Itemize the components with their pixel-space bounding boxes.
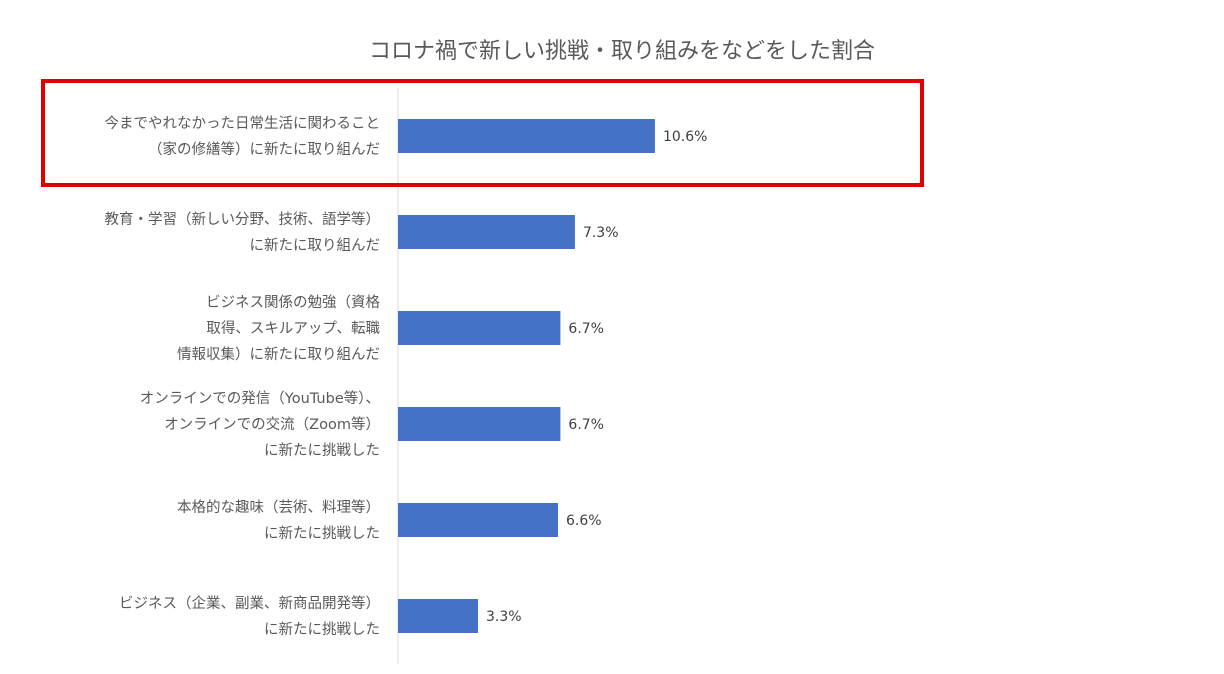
category-label-3-line-0: オンラインでの発信（YouTube等）、 bbox=[140, 389, 380, 407]
data-label-1: 7.3% bbox=[583, 225, 619, 241]
category-label-3-line-2: に新たに挑戦した bbox=[264, 442, 380, 459]
category-label-4: 本格的な趣味（芸術、料理等） に新たに挑戦した bbox=[177, 498, 380, 542]
category-label-1: 教育・学習（新しい分野、技術、語学等） に新たに取り組んだ bbox=[105, 210, 381, 254]
category-label-3: オンラインでの発信（YouTube等）、オンラインでの交流（Zoom等） に新たに… bbox=[140, 389, 380, 459]
bar-4 bbox=[398, 503, 558, 537]
category-label-0: 今までやれなかった日常生活に関わること （家の修繕等）に新たに取り組んだ bbox=[105, 115, 381, 158]
category-label-5: ビジネス（企業、副業、新商品開発等） に新たに挑戦した bbox=[119, 594, 380, 638]
category-label-2: ビジネス関係の勉強（資格取得、スキルアップ、転職情報収集）に新たに取り組んだ bbox=[177, 294, 380, 363]
highlight-box bbox=[41, 79, 924, 187]
data-label-5: 3.3% bbox=[486, 609, 522, 625]
bar-0 bbox=[398, 119, 655, 153]
category-label-5-line-1: に新たに挑戦した bbox=[264, 621, 380, 638]
category-label-5-line-0: ビジネス（企業、副業、新商品開発等） bbox=[119, 594, 380, 612]
data-label-3: 6.7% bbox=[568, 417, 604, 433]
category-label-3-line-1: オンラインでの交流（Zoom等） bbox=[164, 415, 380, 433]
data-label-0: 10.6% bbox=[663, 129, 707, 145]
data-label-2: 6.7% bbox=[568, 321, 604, 337]
category-label-2-line-0: ビジネス関係の勉強（資格 bbox=[206, 294, 380, 311]
category-label-0-line-0: 今までやれなかった日常生活に関わること bbox=[105, 115, 381, 132]
bar-3 bbox=[398, 407, 561, 441]
chart-title: コロナ禍で新しい挑戦・取り組みをなどをした割合 bbox=[369, 39, 875, 64]
category-label-4-line-1: に新たに挑戦した bbox=[264, 525, 380, 542]
category-label-2-line-1: 取得、スキルアップ、転職 bbox=[206, 320, 380, 337]
bar-1 bbox=[398, 215, 575, 249]
data-label-4: 6.6% bbox=[566, 513, 602, 529]
bar-5 bbox=[398, 599, 478, 633]
chart-marks: 10.6% 今までやれなかった日常生活に関わること （家の修繕等）に新たに取り組んだ… bbox=[105, 115, 708, 638]
category-label-1-line-1: に新たに取り組んだ bbox=[250, 237, 381, 254]
category-label-0-line-1: （家の修繕等）に新たに取り組んだ bbox=[148, 140, 380, 158]
category-label-2-line-2: 情報収集）に新たに取り組んだ bbox=[177, 346, 380, 363]
bar-2 bbox=[398, 311, 561, 345]
category-label-4-line-0: 本格的な趣味（芸術、料理等） bbox=[177, 498, 380, 516]
category-label-1-line-0: 教育・学習（新しい分野、技術、語学等） bbox=[105, 210, 381, 228]
